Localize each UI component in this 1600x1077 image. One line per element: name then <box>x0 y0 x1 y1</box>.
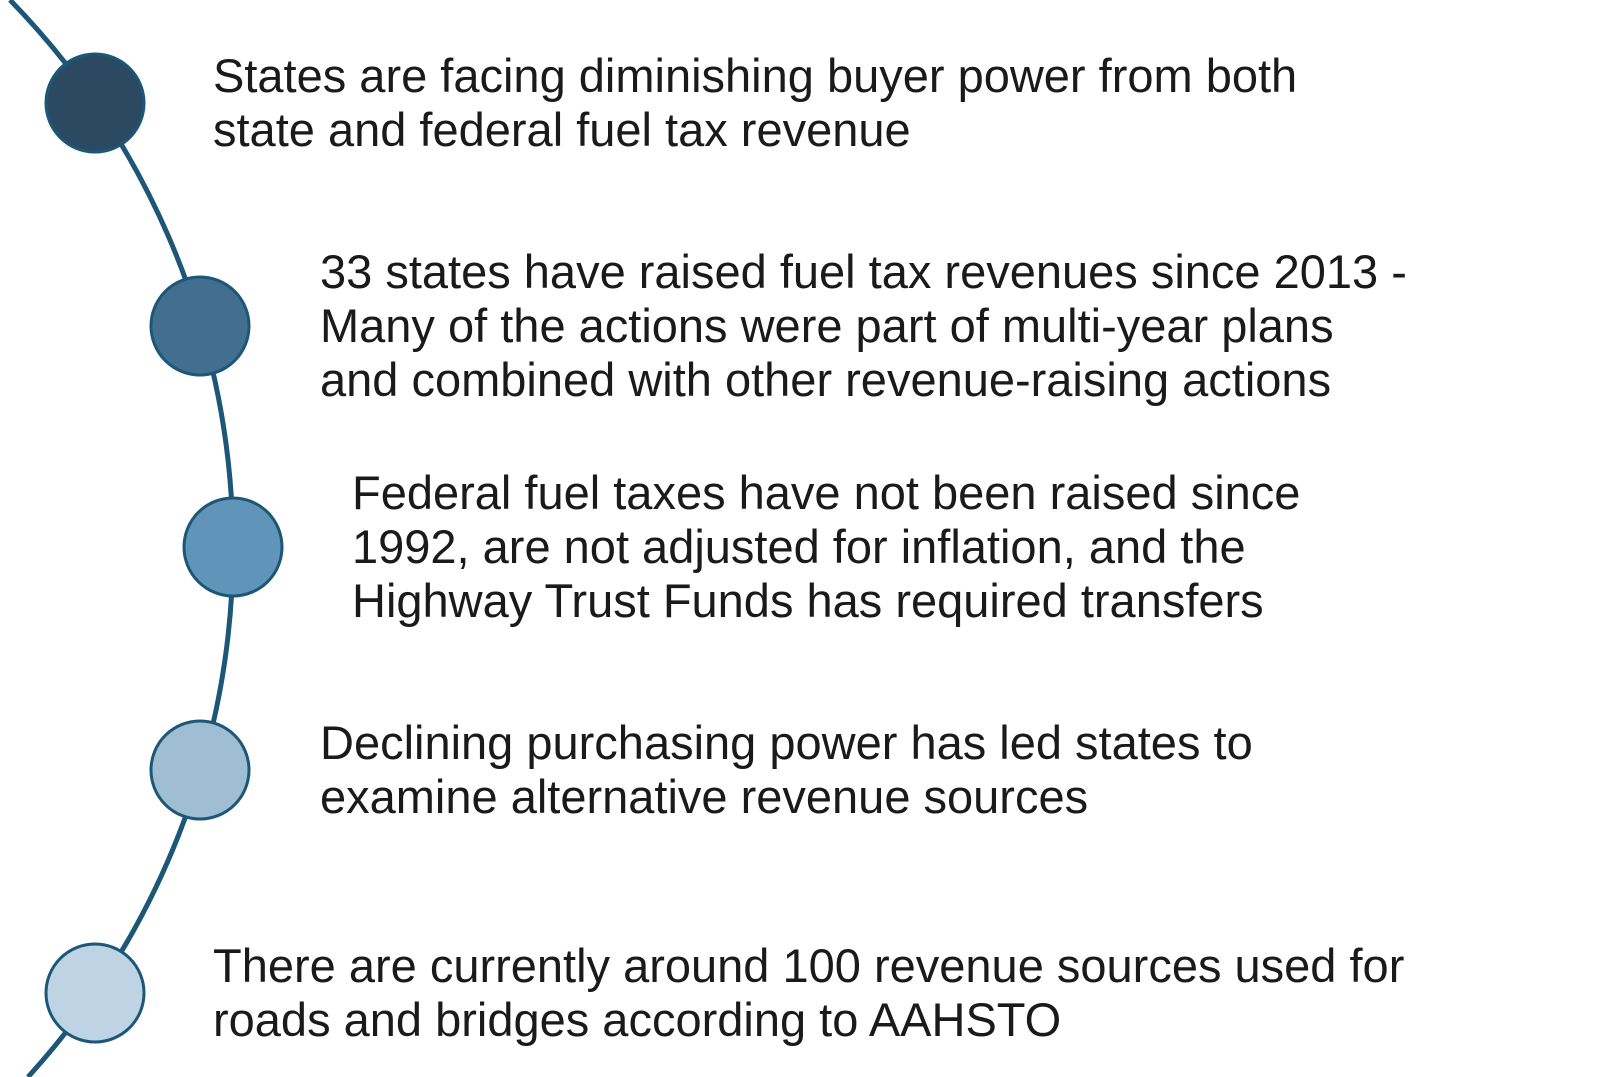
item-text: There are currently around 100 revenue s… <box>213 939 1404 992</box>
item-text: 33 states have raised fuel tax revenues … <box>320 245 1407 298</box>
item-text: and combined with other revenue-raising … <box>320 353 1331 406</box>
item-text: Highway Trust Funds has required transfe… <box>352 574 1264 627</box>
item-text: Declining purchasing power has led state… <box>320 716 1253 769</box>
item-text: Federal fuel taxes have not been raised … <box>352 466 1300 519</box>
item-text: state and federal fuel tax revenue <box>213 103 911 156</box>
timeline-node <box>149 275 251 377</box>
timeline-node <box>182 496 284 598</box>
item-text: examine alternative revenue sources <box>320 770 1088 823</box>
item-text: 1992, are not adjusted for inflation, an… <box>352 520 1246 573</box>
item-text: Many of the actions were part of multi-y… <box>320 299 1334 352</box>
timeline-node <box>44 942 146 1044</box>
timeline-node <box>149 719 251 821</box>
item-text: roads and bridges according to AAHSTO <box>213 993 1061 1046</box>
item-text: States are facing diminishing buyer powe… <box>213 49 1297 102</box>
timeline-node <box>44 52 146 154</box>
